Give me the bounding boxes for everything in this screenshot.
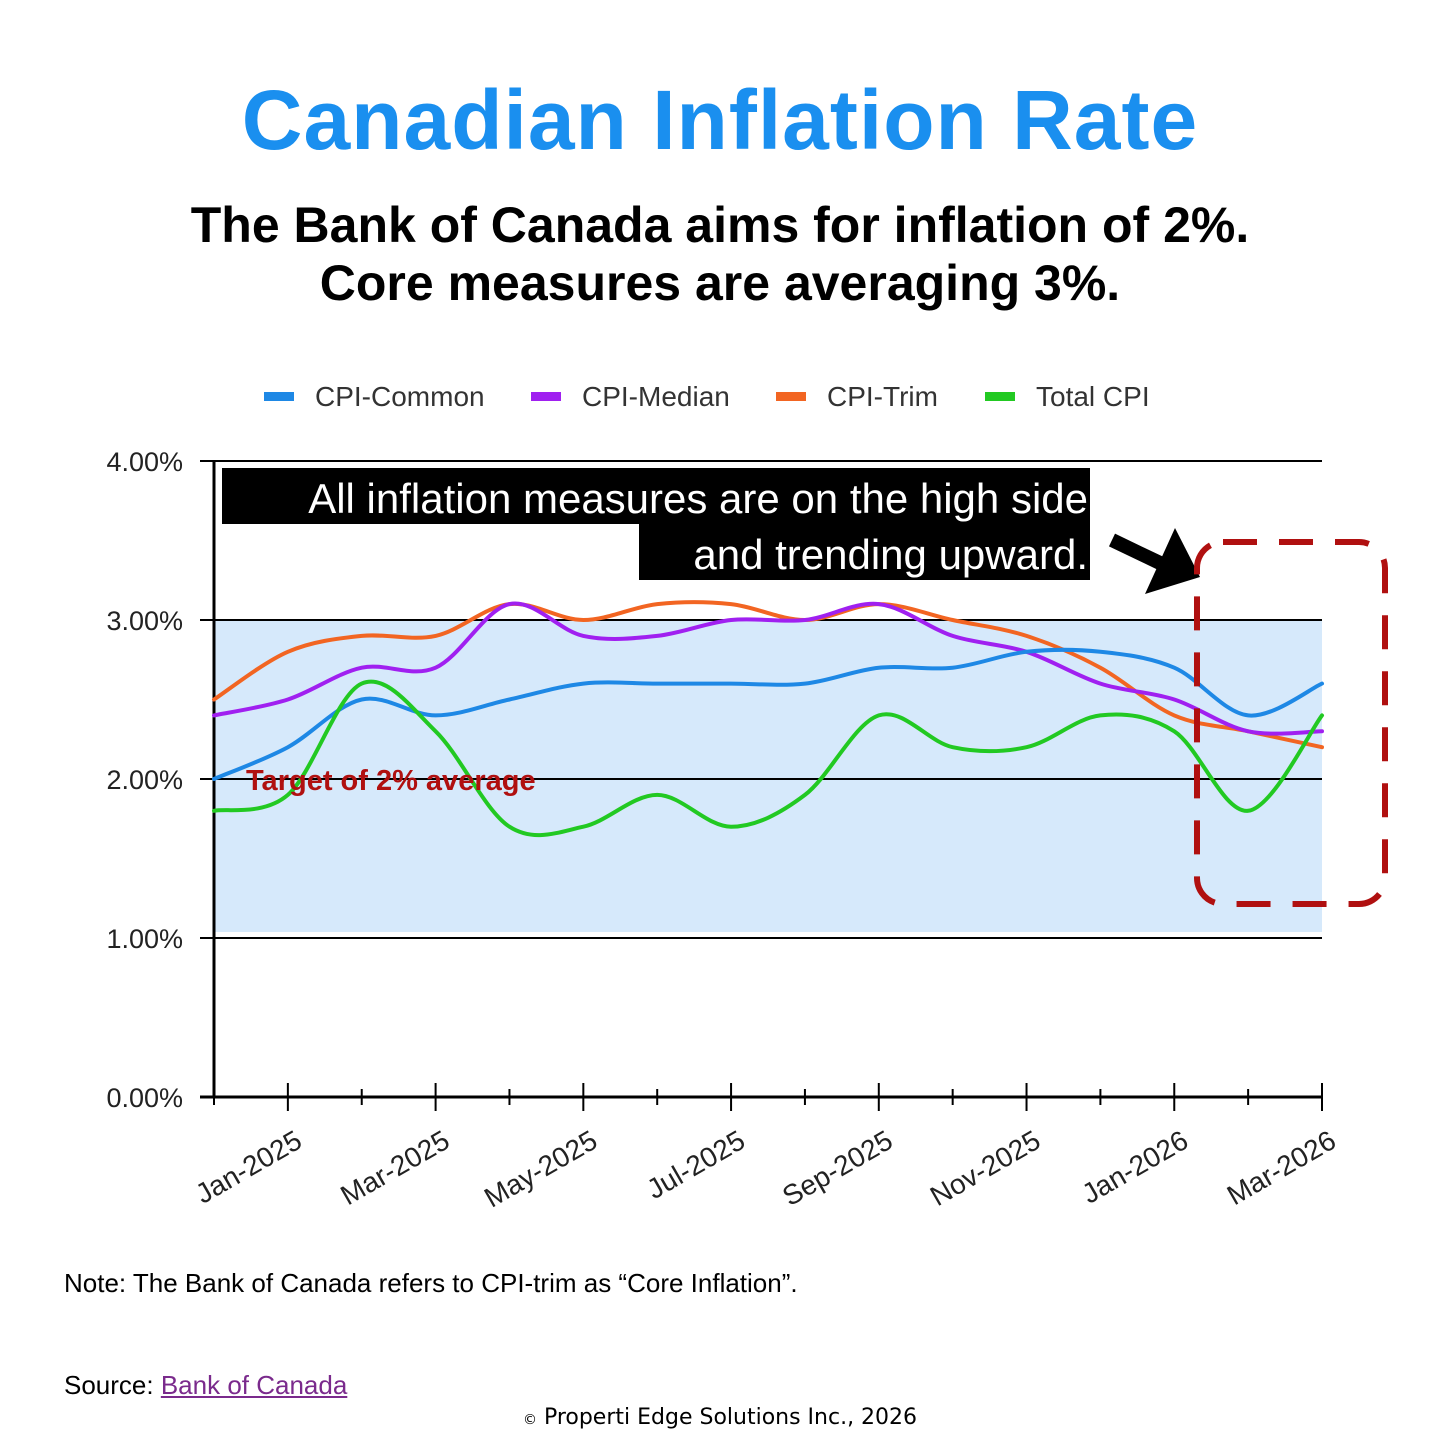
x-tick-label: Mar-2025 [335, 1124, 454, 1211]
legend-label-cpi-median: CPI-Median [582, 381, 730, 412]
target-band [214, 620, 1322, 932]
highlight-box [1194, 539, 1388, 907]
y-tick-label: 4.00% [106, 447, 183, 477]
copyright: © Properti Edge Solutions Inc., 2026 [0, 1405, 1440, 1430]
annotation-bg-line-2 [639, 524, 1090, 580]
source-link[interactable]: Bank of Canada [160, 1370, 348, 1400]
annotation-line-2: and trending upward. [693, 531, 1088, 578]
series-lines [212, 600, 1324, 838]
series-line-total-cpi [212, 679, 1324, 838]
x-tick-label: Jan-2026 [1077, 1124, 1194, 1209]
annotation-callout: All inflation measures are on the high s… [222, 468, 1200, 594]
y-tick-label: 0.00% [106, 1083, 183, 1113]
legend-label-cpi-trim: CPI-Trim [827, 381, 938, 412]
legend-swatch-cpi-common [264, 392, 294, 401]
x-tick-label: Jul-2025 [642, 1124, 751, 1205]
page-title: Canadian Inflation Rate [241, 73, 1199, 167]
chart-legend: CPI-Common CPI-Median CPI-Trim Total CPI [264, 381, 1150, 412]
x-tick-label: Mar-2026 [1222, 1124, 1341, 1211]
source-line: Source: Bank of Canada [64, 1370, 347, 1401]
subtitle-line-2: Core measures are averaging 3%. [319, 255, 1121, 311]
annotation-line-1: All inflation measures are on the high s… [308, 475, 1088, 522]
subtitle: The Bank of Canada aims for inflation of… [0, 196, 1440, 312]
copyright-icon: © [522, 1412, 537, 1428]
x-tick-label: Jan-2025 [190, 1124, 307, 1209]
footnote: Note: The Bank of Canada refers to CPI-t… [64, 1268, 798, 1298]
y-tick-label: 1.00% [106, 924, 183, 954]
y-tick-label: 2.00% [106, 765, 183, 795]
series-line-cpi-common [212, 647, 1324, 781]
legend-swatch-cpi-median [531, 392, 561, 401]
subtitle-line-1: The Bank of Canada aims for inflation of… [190, 197, 1250, 253]
x-tick-label: May-2025 [479, 1124, 602, 1213]
annotation-bg-line-1 [222, 468, 1090, 524]
y-tick-label: 3.00% [106, 606, 183, 636]
legend-swatch-cpi-trim [776, 392, 806, 401]
inflation-line-chart: CPI-Common CPI-Median CPI-Trim Total CPI 0.… [106, 381, 1388, 1213]
legend-label-cpi-common: CPI-Common [315, 381, 485, 412]
target-label: Target of 2% average [246, 765, 536, 797]
legend-label-total-cpi: Total CPI [1036, 381, 1150, 412]
series-line-cpi-median [212, 601, 1324, 736]
legend-swatch-total-cpi [985, 392, 1015, 401]
source-label: Source: [64, 1370, 161, 1400]
x-tick-label: Sep-2025 [777, 1124, 898, 1212]
x-tick-label: Nov-2025 [925, 1124, 1046, 1212]
annotation-arrow-icon [1108, 528, 1200, 594]
copyright-text: Properti Edge Solutions Inc., 2026 [543, 1405, 918, 1430]
